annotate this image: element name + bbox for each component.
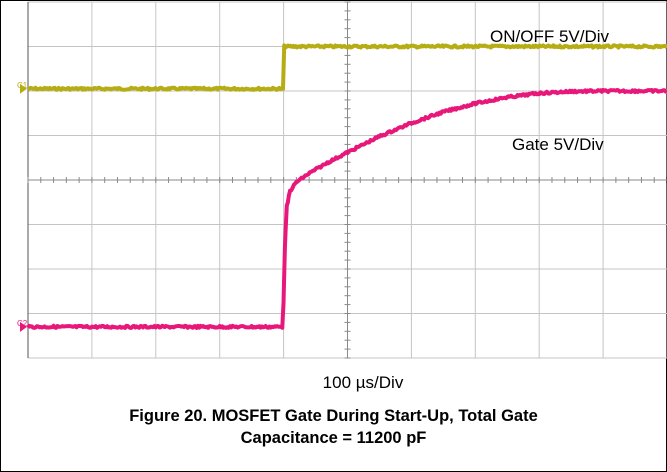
channel-markers: C1 C2 bbox=[17, 81, 28, 332]
channel-marker-1 bbox=[20, 83, 27, 94]
caption-line-1: Figure 20. MOSFET Gate During Start-Up, … bbox=[129, 407, 538, 425]
figure-caption: Figure 20. MOSFET Gate During Start-Up, … bbox=[0, 405, 667, 449]
series-label-onoff: ON/OFF 5V/Div bbox=[490, 27, 610, 46]
x-axis-label: 100 µs/Div bbox=[323, 373, 404, 392]
channel-marker-label-1: C1 bbox=[17, 81, 28, 90]
channel-marker-label-2: C2 bbox=[17, 319, 28, 328]
caption-line-2: Capacitance = 11200 pF bbox=[240, 429, 427, 447]
oscilloscope-plot: C1 C2 ON/OFF 5V/Div Gate 5V/Div 100 µs/Di… bbox=[17, 1, 667, 392]
plot-grid bbox=[27, 1, 667, 359]
channel-marker-2 bbox=[20, 321, 27, 332]
plot-traces bbox=[26, 43, 667, 330]
series-label-gate: Gate 5V/Div bbox=[512, 135, 604, 154]
series-line-onoff bbox=[27, 43, 667, 92]
series-line-gate bbox=[26, 87, 667, 330]
